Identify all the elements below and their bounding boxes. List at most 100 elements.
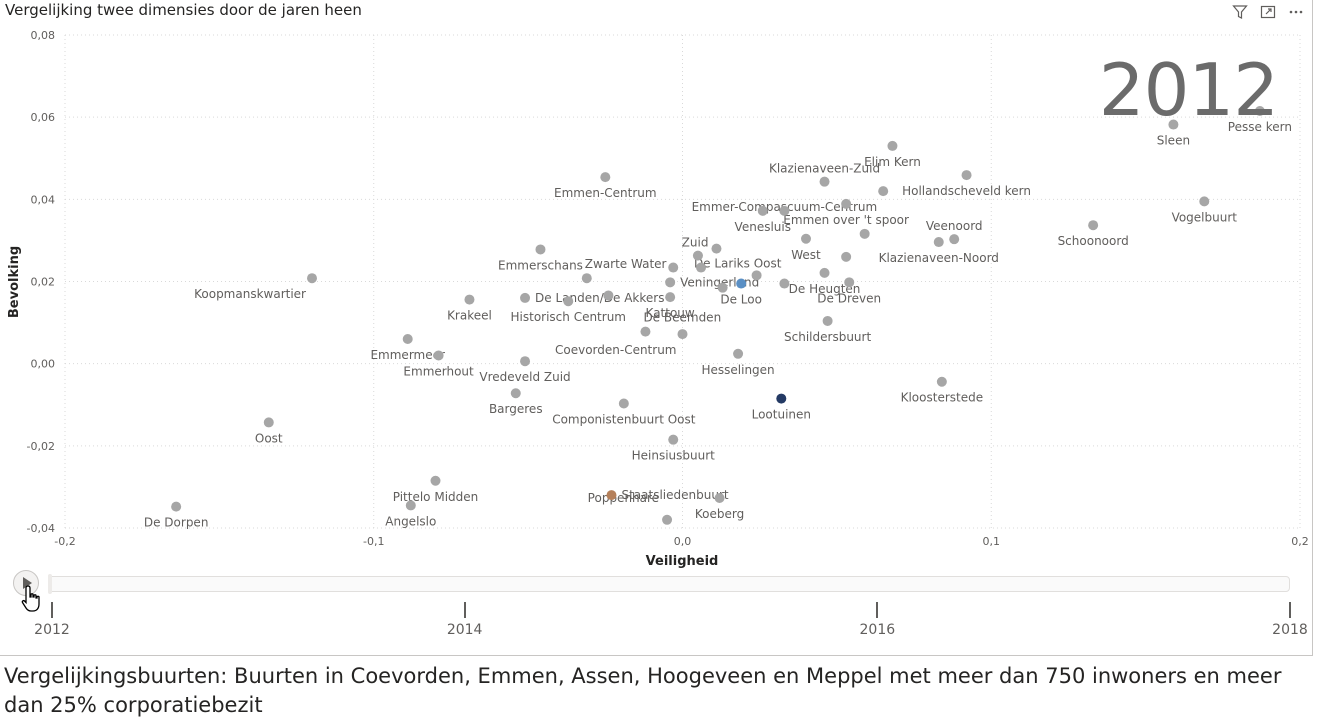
data-point[interactable] bbox=[819, 176, 830, 187]
data-point[interactable] bbox=[603, 290, 614, 301]
point-labels: Pesse kern Sleen Elim Kern Hollandscheveld … bbox=[144, 120, 1292, 530]
data-point[interactable] bbox=[665, 277, 676, 288]
point-label: Veenoord bbox=[926, 219, 983, 233]
data-point[interactable] bbox=[535, 244, 546, 255]
y-tick-label: 0,00 bbox=[31, 358, 56, 371]
data-points[interactable] bbox=[171, 106, 1265, 525]
data-point[interactable] bbox=[405, 500, 416, 511]
data-point[interactable] bbox=[696, 262, 707, 273]
data-point[interactable] bbox=[606, 490, 617, 501]
data-point[interactable] bbox=[520, 356, 531, 367]
point-label: Componistenbuurt Oost bbox=[552, 413, 696, 427]
year-label[interactable]: 2018 bbox=[1272, 622, 1308, 638]
point-label: De Loo bbox=[720, 293, 762, 307]
data-point[interactable] bbox=[1088, 220, 1099, 231]
point-label: Lootuinen bbox=[752, 408, 811, 422]
year-label[interactable]: 2012 bbox=[34, 622, 70, 638]
point-label: Pittelo Midden bbox=[393, 490, 479, 504]
data-point[interactable] bbox=[600, 172, 611, 183]
data-point[interactable] bbox=[581, 273, 592, 284]
data-point[interactable] bbox=[961, 170, 972, 181]
year-label[interactable]: 2014 bbox=[446, 622, 483, 638]
data-point[interactable] bbox=[779, 278, 790, 289]
data-point[interactable] bbox=[717, 282, 728, 293]
point-label: Bargeres bbox=[489, 402, 543, 416]
focus-mode-icon[interactable] bbox=[1260, 4, 1276, 20]
point-label: Klazienaveen-Noord bbox=[879, 251, 999, 265]
data-point[interactable] bbox=[841, 251, 852, 262]
data-point[interactable] bbox=[677, 329, 688, 340]
point-label: De Landen/De Akkers bbox=[535, 291, 664, 305]
point-label: De Beemden bbox=[643, 311, 721, 325]
play-axis-slider-thumb[interactable] bbox=[48, 574, 52, 594]
point-label: Schildersbuurt bbox=[784, 330, 871, 344]
data-point[interactable] bbox=[171, 501, 182, 512]
play-icon bbox=[23, 577, 32, 589]
filter-icon[interactable] bbox=[1232, 4, 1248, 20]
data-point[interactable] bbox=[433, 350, 444, 361]
point-label: Hollandscheveld kern bbox=[902, 184, 1031, 198]
data-point[interactable] bbox=[510, 388, 521, 399]
data-point[interactable] bbox=[662, 514, 673, 525]
data-point[interactable] bbox=[751, 270, 762, 281]
data-point[interactable] bbox=[263, 417, 274, 428]
data-point[interactable] bbox=[878, 186, 889, 197]
data-point[interactable] bbox=[801, 233, 811, 244]
data-point[interactable] bbox=[1254, 106, 1265, 117]
point-label: Emmen-Centrum bbox=[554, 186, 657, 200]
data-point[interactable] bbox=[430, 475, 441, 486]
x-tick-label: 0,2 bbox=[1291, 535, 1309, 548]
point-label: Kattouw bbox=[646, 306, 695, 320]
data-point[interactable] bbox=[887, 140, 898, 151]
point-label: De Lariks Oost bbox=[694, 257, 782, 271]
data-point[interactable] bbox=[665, 292, 676, 303]
data-point[interactable] bbox=[757, 205, 768, 216]
data-point[interactable] bbox=[733, 348, 744, 359]
year-tick bbox=[463, 602, 466, 618]
data-point[interactable] bbox=[520, 292, 531, 303]
data-point[interactable] bbox=[464, 294, 475, 305]
point-label: Zwarte Water bbox=[585, 257, 667, 271]
x-tick-label: 0,0 bbox=[674, 535, 692, 548]
point-label: West bbox=[791, 248, 821, 262]
data-point[interactable] bbox=[692, 250, 703, 261]
data-point[interactable] bbox=[402, 334, 413, 345]
data-point[interactable] bbox=[736, 278, 747, 289]
point-label: Kloosterstede bbox=[901, 391, 984, 405]
data-point[interactable] bbox=[936, 376, 947, 387]
data-point[interactable] bbox=[307, 273, 317, 284]
data-point[interactable] bbox=[822, 315, 833, 326]
data-point[interactable] bbox=[711, 243, 722, 254]
point-label: Vredeveld Zuid bbox=[479, 370, 570, 384]
data-point[interactable] bbox=[779, 205, 790, 216]
more-options-icon[interactable] bbox=[1288, 4, 1304, 20]
point-label: Historisch Centrum bbox=[511, 310, 627, 324]
y-axis-title: Bevolking bbox=[7, 246, 22, 318]
data-point[interactable] bbox=[668, 262, 679, 273]
data-point[interactable] bbox=[859, 228, 870, 239]
data-point[interactable] bbox=[949, 234, 960, 245]
data-point[interactable] bbox=[819, 267, 830, 278]
point-label: Hesselingen bbox=[701, 363, 774, 377]
data-point[interactable] bbox=[640, 326, 651, 337]
y-tick-label: 0,04 bbox=[31, 193, 56, 206]
point-label: Pesse kern bbox=[1228, 120, 1292, 134]
hand-cursor-icon bbox=[21, 585, 40, 612]
year-label[interactable]: 2016 bbox=[859, 622, 896, 638]
data-point[interactable] bbox=[841, 198, 852, 209]
data-point[interactable] bbox=[844, 277, 855, 288]
data-point[interactable] bbox=[714, 493, 725, 504]
y-tick-label: 0,02 bbox=[31, 276, 56, 289]
x-tick-label: 0,1 bbox=[983, 535, 1001, 548]
data-point[interactable] bbox=[776, 393, 787, 404]
point-label: Krakeel bbox=[447, 309, 492, 323]
data-point[interactable] bbox=[668, 434, 679, 445]
data-point[interactable] bbox=[1199, 196, 1210, 207]
data-point[interactable] bbox=[563, 296, 574, 307]
point-label: Zuid bbox=[682, 236, 709, 250]
data-point[interactable] bbox=[618, 398, 629, 409]
data-point[interactable] bbox=[933, 237, 944, 248]
data-point[interactable] bbox=[1168, 119, 1179, 130]
point-label: Sleen bbox=[1157, 134, 1190, 148]
play-axis-slider-track[interactable] bbox=[48, 576, 1290, 592]
